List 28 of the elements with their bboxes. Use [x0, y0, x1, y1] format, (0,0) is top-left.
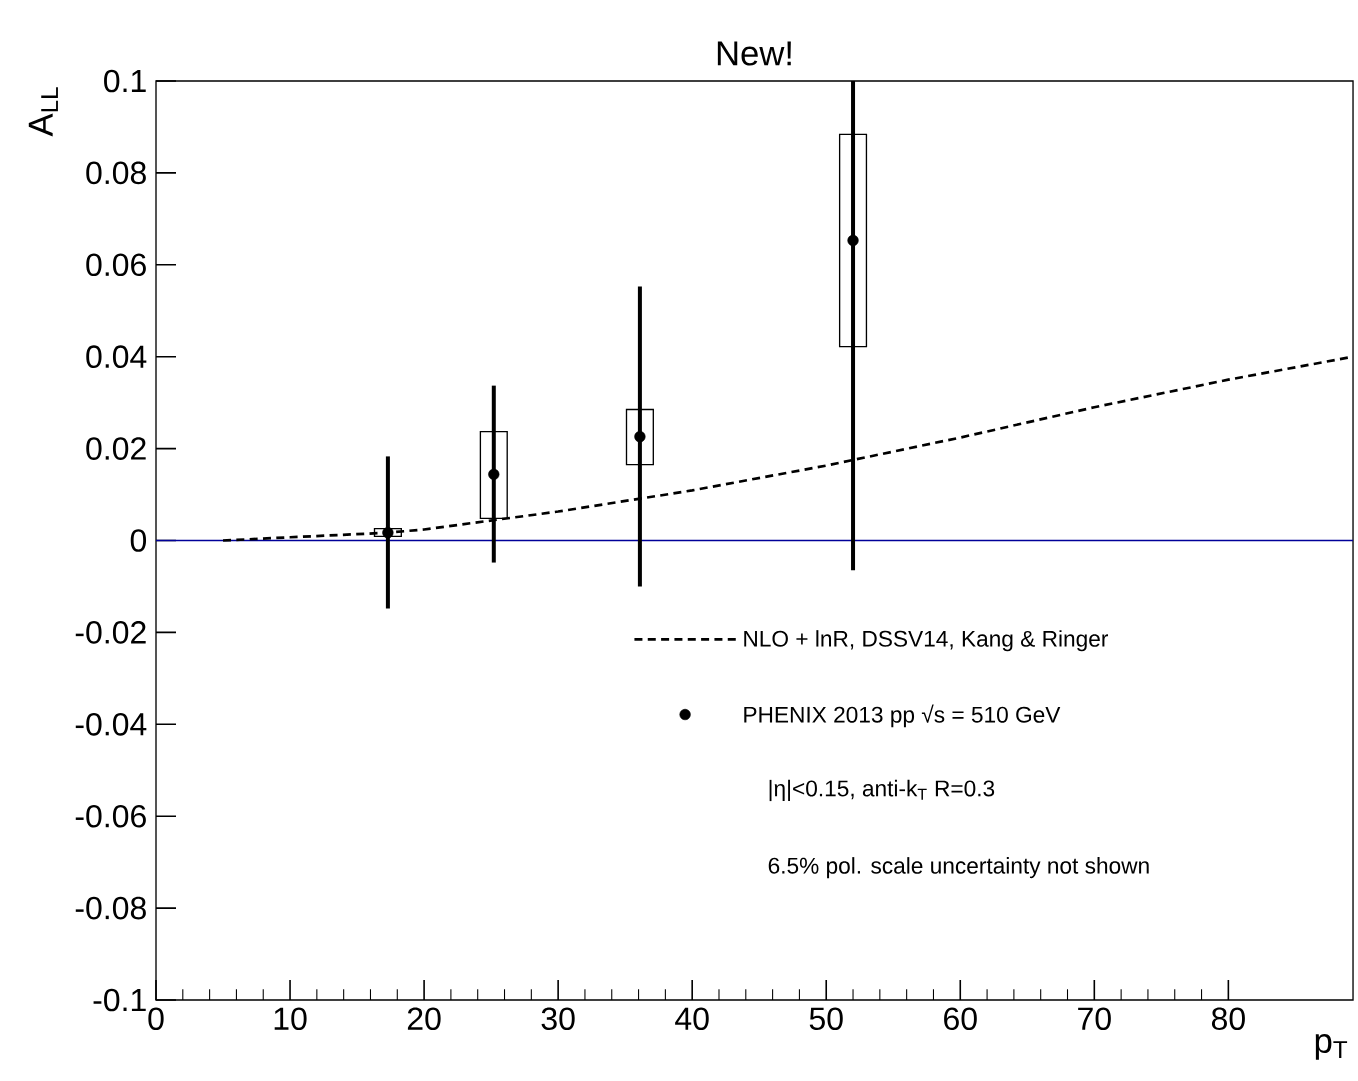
y-tick-label: -0.1: [93, 988, 146, 1012]
x-tick-label: 50: [809, 1007, 843, 1031]
y-tick-label: 0.06: [86, 253, 146, 277]
y-tick-label: 0.1: [104, 69, 146, 93]
annotation: |η|<0.15, anti-k$_{T}$ R=0.3: [769, 779, 995, 802]
x-tick-label: 70: [1078, 1007, 1111, 1031]
annotation: 6.5% pol. scale uncertainty not shown: [768, 857, 1149, 879]
y-tick-label: -0.06: [75, 804, 146, 828]
legend-label: PHENIX 2013 pp √s = 510 GeV: [744, 704, 1061, 728]
legend-label: NLO + lnR, DSSV14, Kang & Ringer: [744, 630, 1109, 652]
x-tick-label: 60: [944, 1007, 977, 1031]
x-tick-label: 10: [274, 1007, 307, 1031]
y-tick-label: 0.02: [86, 437, 146, 460]
y-tick-label: 0: [130, 529, 147, 552]
y-axis-title: A$_{LL}$: [28, 87, 58, 137]
y-tick-label: 0.04: [86, 345, 147, 369]
y-tick-label: -0.02: [75, 621, 146, 644]
x-tick-label: 80: [1211, 1007, 1245, 1031]
y-tick-label: -0.08: [75, 896, 146, 920]
x-axis-title: p$_{T}$: [1315, 1034, 1348, 1060]
x-tick-label: 40: [675, 1007, 709, 1031]
y-tick-label: 0.08: [86, 161, 146, 185]
x-tick-label: 0: [148, 1007, 164, 1031]
bar: [373, 527, 402, 538]
x-tick-label: 30: [541, 1007, 575, 1031]
chart-title: New!: [717, 41, 791, 66]
y-tick-label: -0.04: [75, 712, 147, 736]
x-tick-label: 20: [407, 1007, 441, 1031]
